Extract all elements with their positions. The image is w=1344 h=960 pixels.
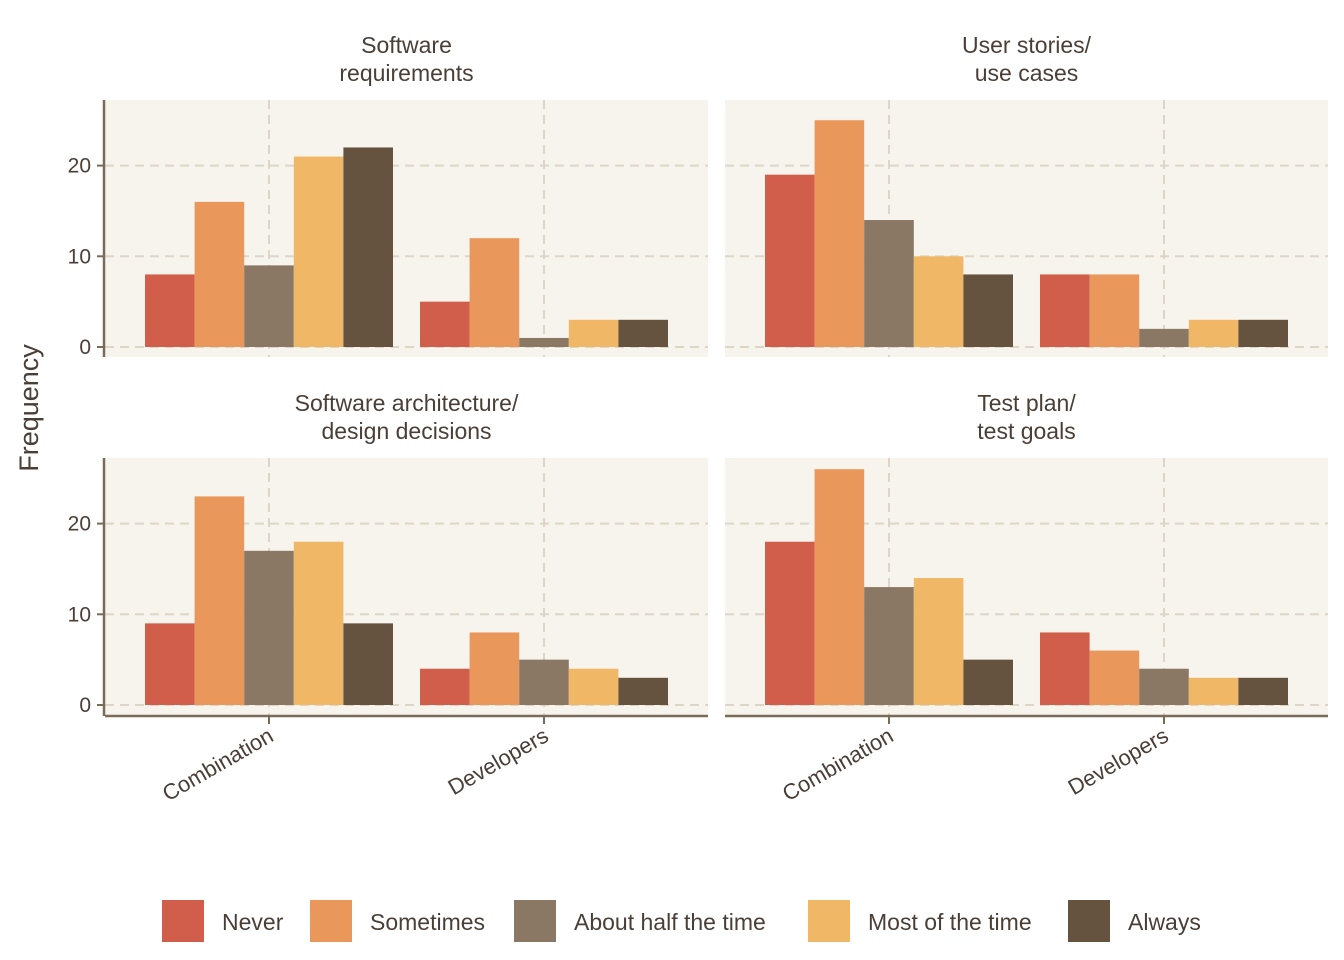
bar xyxy=(963,659,1013,705)
bar xyxy=(469,238,520,347)
bar xyxy=(145,623,195,705)
x-category-label: Developers xyxy=(444,723,553,800)
facet-title: requirements xyxy=(339,60,473,86)
bar xyxy=(568,319,619,347)
bar xyxy=(1188,677,1239,705)
bar xyxy=(765,541,815,705)
legend-item: Most of the time xyxy=(808,900,1032,942)
bar xyxy=(1139,328,1189,347)
bar xyxy=(963,274,1013,347)
bar xyxy=(864,587,914,705)
legend-swatch xyxy=(1068,900,1110,942)
facet-panel: User stories/use cases xyxy=(725,32,1328,357)
legend-label: Always xyxy=(1128,909,1201,935)
facet-title: Test plan/ xyxy=(977,390,1076,416)
facet-title: design decisions xyxy=(321,418,491,444)
legend-label: Sometimes xyxy=(370,909,485,935)
bar xyxy=(293,541,344,705)
bar xyxy=(145,274,195,347)
y-axis-title: Frequency xyxy=(14,344,44,472)
bar xyxy=(814,120,865,347)
bar xyxy=(1089,274,1140,347)
bar xyxy=(1040,274,1090,347)
bar xyxy=(519,337,569,347)
legend-swatch xyxy=(514,900,556,942)
facet-title: Software xyxy=(361,32,452,58)
bar xyxy=(1238,319,1288,347)
legend-swatch xyxy=(310,900,352,942)
facet-panel: Test plan/test goals Combination Developer… xyxy=(725,390,1328,806)
bar xyxy=(194,201,245,347)
x-category-label: Combination xyxy=(158,723,277,806)
legend-label: Never xyxy=(222,909,284,935)
bar xyxy=(913,256,964,347)
bar xyxy=(244,550,294,705)
y-tick-label: 10 xyxy=(68,245,91,268)
bar xyxy=(469,632,520,705)
bar xyxy=(765,174,815,347)
bar xyxy=(293,156,344,347)
bar xyxy=(343,147,393,347)
bar xyxy=(913,578,964,705)
bar xyxy=(343,623,393,705)
bar xyxy=(618,677,668,705)
legend-item: Never xyxy=(162,900,284,942)
facet-title: User stories/ xyxy=(962,32,1092,58)
bar xyxy=(519,659,569,705)
y-tick-label: 20 xyxy=(68,513,91,536)
bar xyxy=(244,265,294,347)
legend-label: Most of the time xyxy=(868,909,1032,935)
facet-panel: Software architecture/design decisions 0 1… xyxy=(68,390,708,806)
legend: Never Sometimes About half the time Most of… xyxy=(162,900,1201,942)
legend-item: Always xyxy=(1068,900,1201,942)
y-tick-label: 20 xyxy=(68,155,91,178)
facet-title: use cases xyxy=(975,60,1079,86)
bar xyxy=(194,496,245,705)
bar xyxy=(420,301,470,347)
bar xyxy=(618,319,668,347)
bar xyxy=(1139,668,1189,705)
legend-label: About half the time xyxy=(574,909,766,935)
legend-item: About half the time xyxy=(514,900,766,942)
facet-title: test goals xyxy=(977,418,1075,444)
legend-item: Sometimes xyxy=(310,900,485,942)
y-tick-label: 0 xyxy=(79,336,91,359)
x-category-label: Combination xyxy=(778,723,897,806)
legend-swatch xyxy=(808,900,850,942)
x-category-label: Developers xyxy=(1064,723,1173,800)
bar xyxy=(864,220,914,347)
bar xyxy=(420,668,470,705)
legend-swatch xyxy=(162,900,204,942)
bar xyxy=(568,668,619,705)
bar xyxy=(1040,632,1090,705)
bar xyxy=(814,469,865,705)
y-tick-label: 10 xyxy=(68,603,91,626)
bar xyxy=(1089,650,1140,705)
bar xyxy=(1238,677,1288,705)
facet-title: Software architecture/ xyxy=(295,390,519,416)
y-tick-label: 0 xyxy=(79,694,91,717)
bar xyxy=(1188,319,1239,347)
